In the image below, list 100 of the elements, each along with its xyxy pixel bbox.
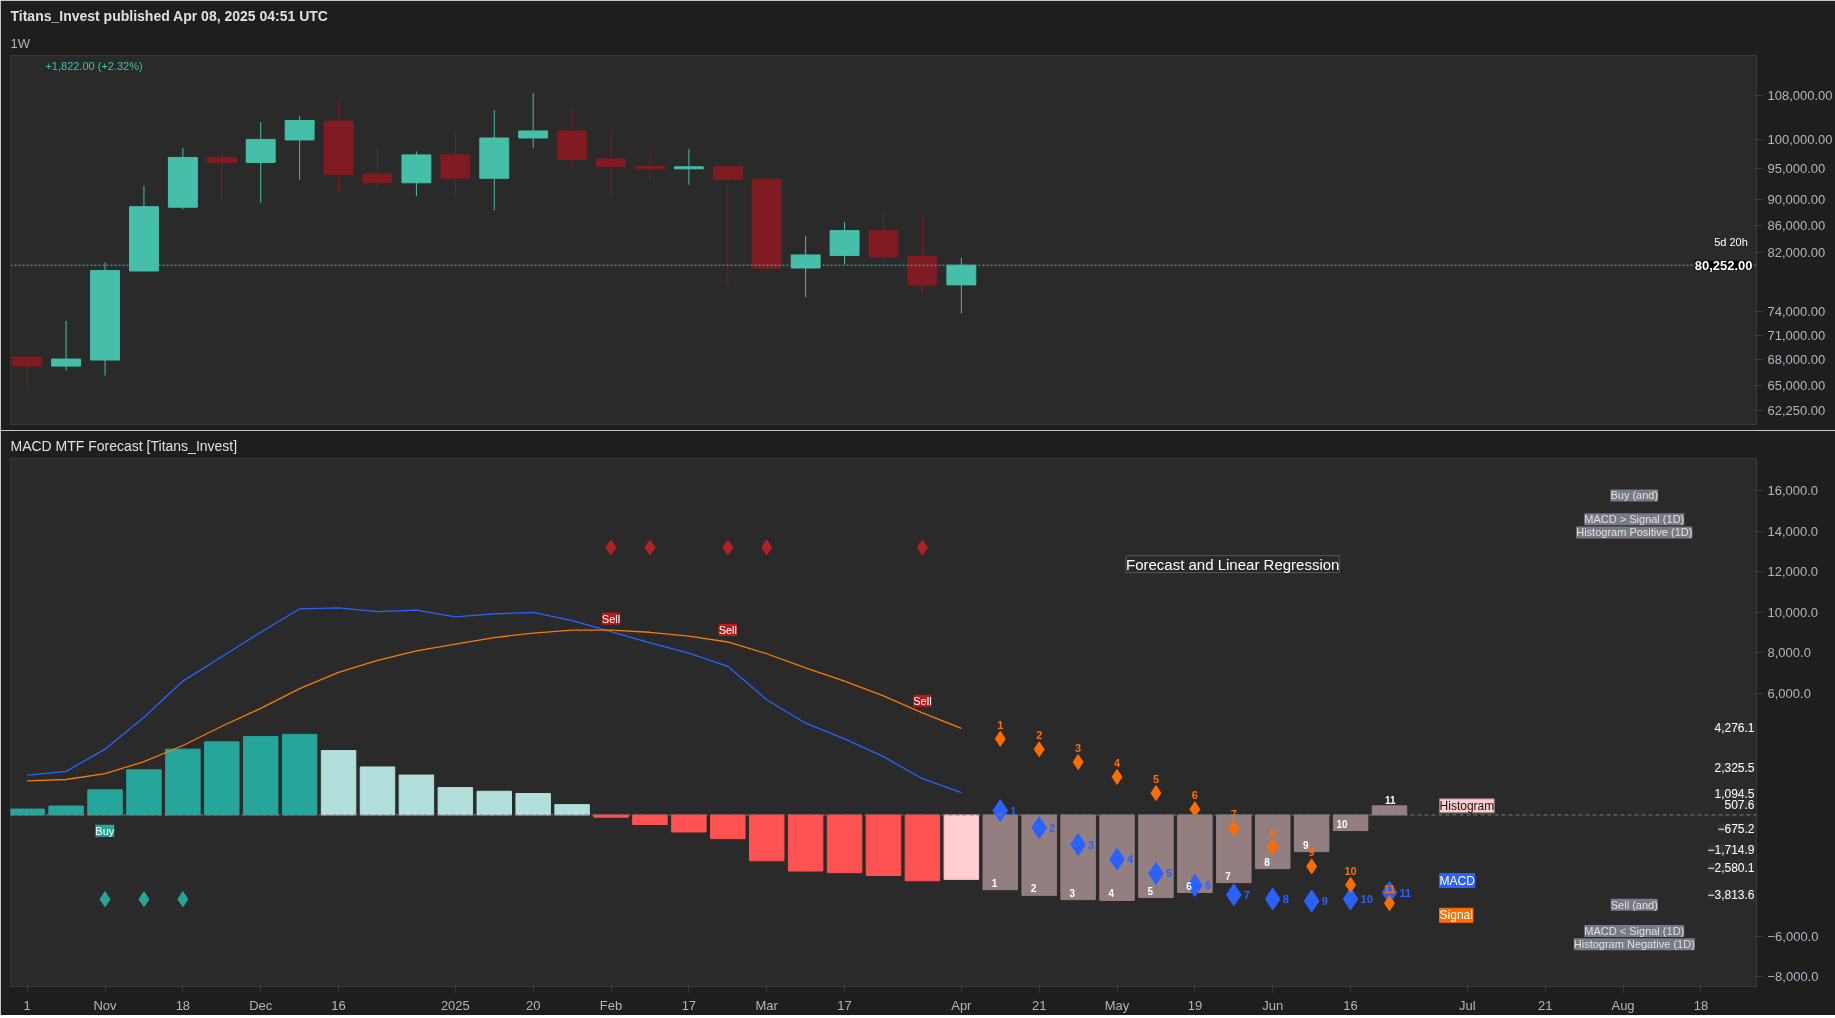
candlestick bbox=[206, 151, 237, 201]
point bbox=[138, 891, 150, 908]
annotation: 2 bbox=[1036, 729, 1043, 742]
bar bbox=[787, 814, 824, 872]
point bbox=[1345, 876, 1357, 893]
bar bbox=[437, 787, 474, 816]
annotation: 3 bbox=[1069, 887, 1076, 899]
annotation: 5 bbox=[1147, 885, 1154, 897]
point bbox=[1033, 741, 1045, 758]
point bbox=[1111, 768, 1123, 785]
annotation: 7 bbox=[1243, 888, 1250, 901]
point bbox=[761, 539, 773, 556]
annotation: 10 bbox=[1336, 818, 1349, 830]
annotation: 5 bbox=[1165, 867, 1173, 880]
point bbox=[1189, 801, 1201, 818]
annotation: Buy (and) bbox=[1610, 489, 1659, 502]
annotation: 5 bbox=[1152, 773, 1160, 786]
candlestick bbox=[518, 92, 549, 149]
annotation: Sell bbox=[718, 623, 737, 636]
bar bbox=[748, 814, 785, 862]
point bbox=[722, 539, 734, 556]
y-tick-label: −6,000.0 bbox=[1767, 928, 1819, 944]
annotation: +1,822.00 (+2.32%) bbox=[45, 59, 143, 72]
y-tick-label: 74,000.00 bbox=[1767, 303, 1826, 319]
y-tick-label: 108,000.00 bbox=[1767, 88, 1833, 104]
bar bbox=[281, 733, 318, 816]
bar bbox=[1099, 814, 1135, 901]
annotation: 507.6 bbox=[1724, 797, 1755, 812]
y-tick-label: 8,000.0 bbox=[1767, 645, 1811, 661]
annotation: Buy bbox=[95, 824, 115, 837]
annotation: 1 bbox=[991, 877, 998, 889]
point bbox=[1342, 887, 1359, 911]
y-tick-label: 6,000.0 bbox=[1767, 685, 1811, 701]
bar bbox=[398, 774, 435, 816]
bar bbox=[1138, 814, 1174, 899]
annotation: 10 bbox=[1360, 893, 1373, 906]
point bbox=[1072, 754, 1084, 771]
text: Signal bbox=[1439, 908, 1473, 923]
annotation: 7 bbox=[1225, 870, 1232, 882]
y-tick-label: 86,000.00 bbox=[1767, 218, 1826, 234]
annotation: −2,580.1 bbox=[1707, 861, 1755, 876]
x-tick-label: Aug bbox=[1611, 997, 1635, 1013]
annotation: Histogram Negative (1D) bbox=[1573, 938, 1695, 951]
annotation: 9 bbox=[1308, 846, 1315, 859]
bar bbox=[515, 792, 551, 816]
y-tick-label: 16,000.0 bbox=[1767, 483, 1819, 499]
y-tick-label: −8,000.0 bbox=[1767, 969, 1819, 985]
annotation: 2 bbox=[1049, 821, 1056, 834]
annotation: 3 bbox=[1088, 838, 1095, 851]
annotation: 6 bbox=[1204, 879, 1212, 892]
x-tick-label: Jun bbox=[1262, 997, 1284, 1013]
bar bbox=[359, 766, 396, 816]
point bbox=[1228, 820, 1240, 837]
annotation: 11 bbox=[1399, 886, 1412, 899]
annotation: 2,325.5 bbox=[1714, 760, 1755, 775]
x-tick-label: 19 bbox=[1187, 997, 1203, 1013]
point bbox=[1225, 883, 1242, 907]
x-tick-label: Apr bbox=[951, 997, 973, 1013]
annotation: 11 bbox=[1383, 883, 1396, 896]
y-tick-label: 10,000.0 bbox=[1767, 604, 1819, 620]
annotation: 4 bbox=[1127, 853, 1135, 866]
y-tick-label: 14,000.0 bbox=[1767, 523, 1819, 539]
x-tick-label: 1 bbox=[23, 997, 31, 1013]
x-tick-label: 17 bbox=[837, 997, 852, 1013]
point bbox=[1031, 816, 1048, 840]
annotation: 8 bbox=[1282, 893, 1289, 906]
bar bbox=[943, 814, 980, 880]
x-tick-label: 2025 bbox=[440, 997, 470, 1013]
bar bbox=[1177, 814, 1213, 894]
x-tick-label: 16 bbox=[331, 997, 346, 1013]
x-tick-label: 20 bbox=[525, 997, 541, 1013]
bar bbox=[10, 808, 45, 816]
annotation: 3 bbox=[1075, 742, 1082, 755]
x-tick-label: 21 bbox=[1031, 997, 1047, 1013]
annotation: 11 bbox=[1384, 794, 1396, 806]
annotation: 8 bbox=[1264, 856, 1271, 868]
annotation: 9 bbox=[1321, 895, 1328, 908]
text: Histogram bbox=[1439, 798, 1495, 813]
chart-title: MACD MTF Forecast [Titans_Invest] bbox=[10, 437, 238, 454]
annotation: 1 bbox=[997, 718, 1004, 731]
bar bbox=[904, 814, 941, 882]
bar bbox=[632, 814, 668, 825]
annotation: 4 bbox=[1108, 888, 1115, 900]
annotation: 2 bbox=[1030, 883, 1037, 895]
annotation: Sell bbox=[601, 612, 621, 625]
x-tick-label: May bbox=[1104, 997, 1130, 1013]
x-tick-label: Dec bbox=[249, 997, 273, 1013]
annotation: −1,714.9 bbox=[1707, 842, 1755, 857]
x-tick-label: Feb bbox=[599, 997, 623, 1013]
bar bbox=[1255, 814, 1291, 870]
annotation: Sell bbox=[913, 694, 932, 707]
point bbox=[99, 891, 111, 908]
annotation: −3,813.6 bbox=[1707, 887, 1755, 902]
point bbox=[605, 539, 617, 556]
bar bbox=[476, 790, 512, 816]
y-tick-label: 95,000.00 bbox=[1767, 161, 1826, 177]
bar bbox=[165, 748, 201, 816]
text: MACD bbox=[1439, 873, 1476, 888]
annotation: 5d 20h bbox=[1714, 236, 1748, 249]
x-tick-label: 21 bbox=[1537, 997, 1553, 1013]
